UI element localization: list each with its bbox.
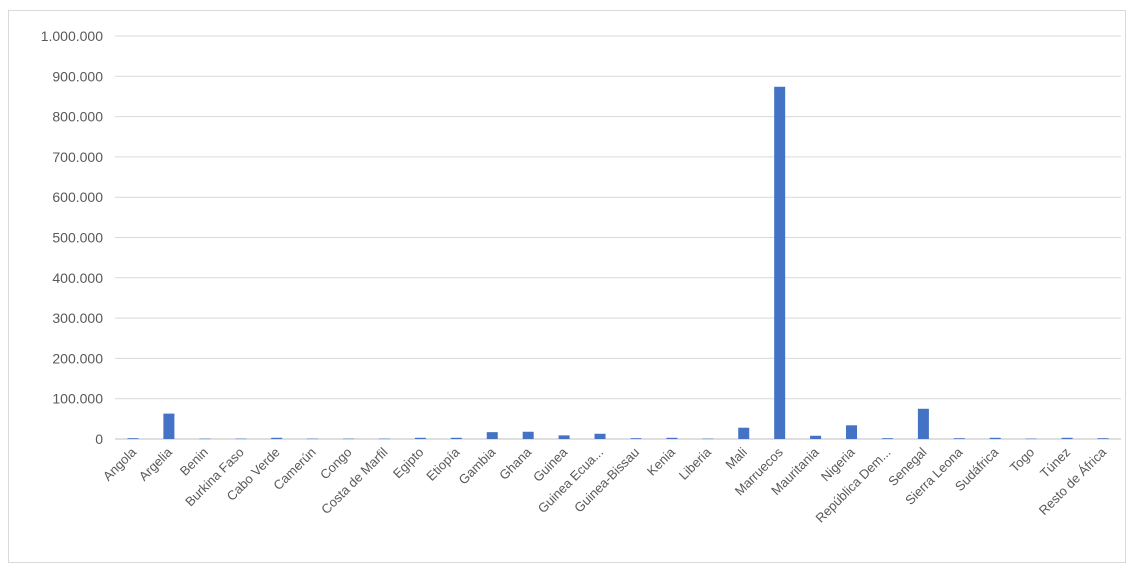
bar bbox=[199, 438, 211, 440]
grid-lines bbox=[115, 35, 1121, 440]
bar bbox=[343, 438, 355, 440]
bar bbox=[163, 413, 175, 439]
y-tick-label: 600.000 bbox=[52, 189, 103, 205]
bar bbox=[127, 438, 139, 439]
x-tick-label: Guinea-Bissau bbox=[571, 445, 642, 516]
bar bbox=[1097, 438, 1109, 439]
bar bbox=[1025, 438, 1037, 440]
bar bbox=[666, 437, 678, 439]
y-tick-label: 100.000 bbox=[52, 391, 103, 407]
bar bbox=[271, 437, 283, 439]
bar bbox=[774, 86, 786, 439]
chart-frame: 0 100.000 200.000 300.000 400.000 500.000 600.… bbox=[8, 10, 1126, 563]
x-tick-label: Egipto bbox=[390, 445, 427, 482]
bar bbox=[630, 438, 642, 439]
bar bbox=[702, 438, 714, 440]
x-tick-label: Ghana bbox=[496, 444, 535, 483]
bar bbox=[953, 438, 965, 439]
bar bbox=[414, 437, 426, 439]
y-tick-label: 800.000 bbox=[52, 109, 103, 125]
bar bbox=[917, 408, 929, 439]
x-tick-label: Liberia bbox=[676, 444, 715, 483]
y-tick-label: 0 bbox=[95, 431, 103, 447]
bar bbox=[738, 427, 750, 439]
y-tick-label: 200.000 bbox=[52, 350, 103, 366]
bar bbox=[307, 438, 319, 440]
x-tick-label: Benin bbox=[177, 445, 211, 479]
y-tick-label: 400.000 bbox=[52, 270, 103, 286]
bar bbox=[522, 431, 534, 439]
bar bbox=[378, 438, 390, 440]
bar bbox=[881, 438, 893, 439]
x-tick-label: Angola bbox=[100, 444, 140, 484]
bars bbox=[127, 86, 1109, 440]
bar bbox=[846, 425, 858, 439]
bar bbox=[486, 432, 498, 439]
bar bbox=[594, 433, 606, 439]
bar bbox=[989, 437, 1001, 439]
bar-chart: 0 100.000 200.000 300.000 400.000 500.000 600.… bbox=[41, 28, 1121, 526]
bar bbox=[450, 437, 462, 439]
x-tick-label: Togo bbox=[1007, 445, 1038, 476]
y-tick-label: 500.000 bbox=[52, 230, 103, 246]
x-tick-label: Mali bbox=[722, 444, 750, 472]
x-tick-label: Gambia bbox=[456, 444, 499, 487]
bar bbox=[558, 435, 570, 439]
y-axis-ticks: 0 100.000 200.000 300.000 400.000 500.000 600.… bbox=[41, 28, 104, 447]
y-tick-label: 300.000 bbox=[52, 310, 103, 326]
y-tick-label: 1.000.000 bbox=[41, 28, 103, 44]
bar bbox=[1061, 437, 1073, 439]
y-tick-label: 900.000 bbox=[52, 68, 103, 84]
bar bbox=[235, 438, 247, 440]
y-tick-label: 700.000 bbox=[52, 149, 103, 165]
x-tick-label: Argelia bbox=[136, 444, 176, 484]
bar bbox=[810, 435, 822, 439]
x-tick-label: Kenia bbox=[644, 444, 679, 479]
